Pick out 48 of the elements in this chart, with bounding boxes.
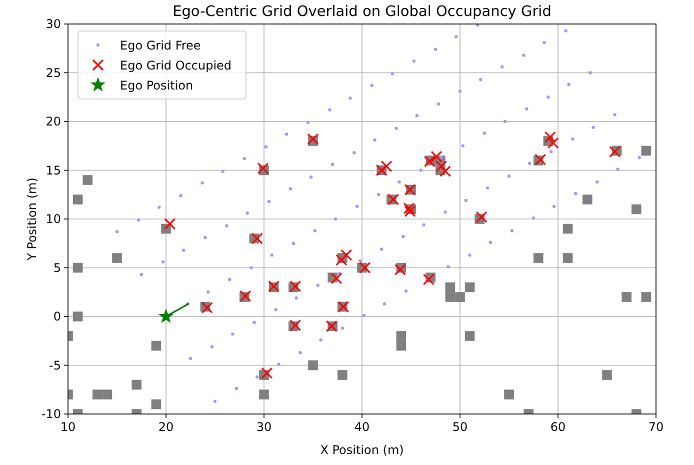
point	[257, 162, 269, 174]
point	[436, 160, 448, 172]
point	[544, 131, 556, 143]
x-axis-title: X Position (m)	[320, 443, 404, 457]
point	[340, 249, 352, 261]
y-tick-label: 10	[46, 212, 61, 226]
x-tick-label: 40	[354, 420, 370, 434]
point	[422, 274, 434, 286]
point	[330, 272, 342, 284]
point	[261, 367, 273, 379]
y-tick-label: 30	[46, 17, 61, 31]
point	[476, 211, 488, 223]
point	[201, 302, 213, 314]
point	[430, 150, 442, 162]
point	[440, 165, 452, 178]
point	[290, 319, 302, 332]
x-tick-label: 50	[452, 420, 468, 434]
y-tick-label: 25	[46, 66, 61, 80]
y-tick-label: -5	[49, 358, 61, 372]
point	[307, 133, 319, 145]
x-tick-label: 20	[158, 420, 174, 434]
point	[547, 137, 559, 149]
point	[534, 154, 546, 166]
x-tick-label: 60	[550, 420, 566, 434]
point	[290, 280, 302, 292]
point	[404, 205, 416, 217]
point	[380, 160, 392, 172]
y-tick-label: -10	[41, 407, 61, 421]
point	[164, 218, 176, 230]
point	[394, 264, 406, 276]
y-tick-label: 20	[46, 114, 61, 128]
point	[336, 254, 348, 266]
point	[251, 232, 263, 244]
legend-label: Ego Position	[120, 78, 194, 92]
point	[609, 146, 621, 158]
legend-label: Ego Grid Occupied	[120, 58, 232, 72]
y-axis-title: Y Position (m)	[25, 178, 39, 262]
y-tick-label: 0	[53, 310, 61, 324]
x-tick-label: 70	[648, 420, 664, 434]
point	[403, 202, 415, 214]
y-tick-label: 15	[46, 163, 61, 178]
chart-title: Ego-Centric Grid Overlaid on Global Occupancy Grid	[172, 4, 552, 20]
legend-label: Ego Grid Free	[120, 38, 201, 52]
x-tick-label: 30	[256, 420, 272, 434]
point	[359, 262, 371, 274]
y-tick-label: 5	[53, 260, 61, 275]
point	[158, 308, 174, 323]
point	[388, 194, 400, 206]
